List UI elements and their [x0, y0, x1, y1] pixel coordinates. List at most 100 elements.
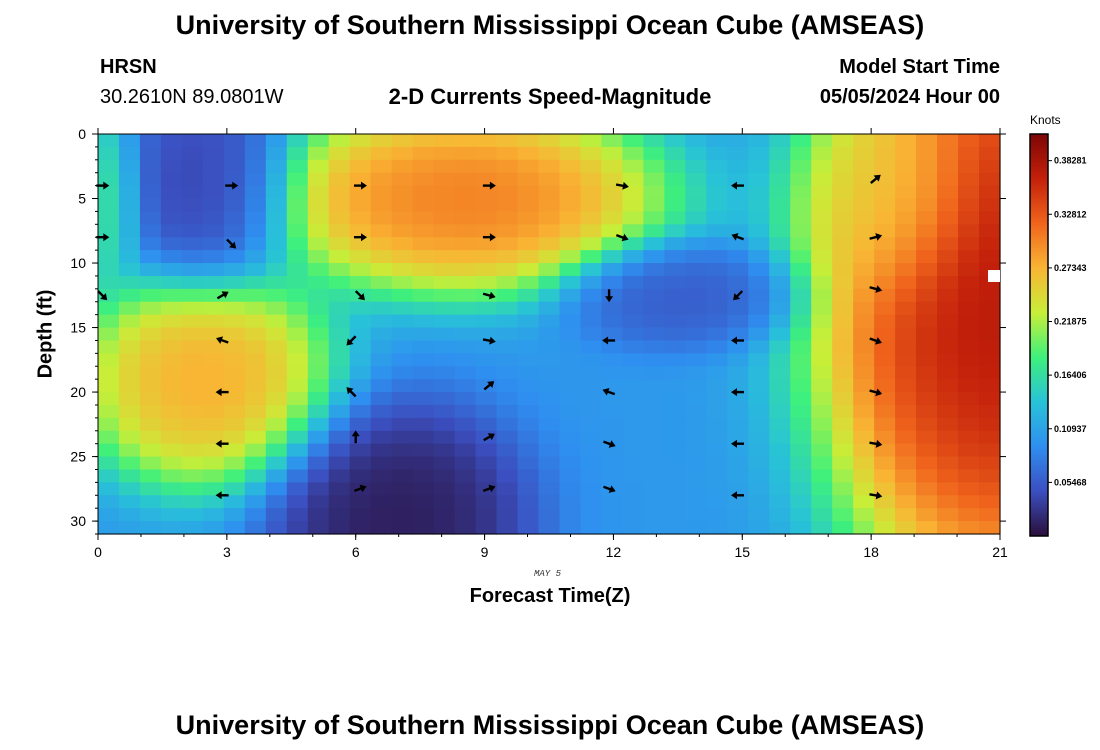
heat-cell [349, 379, 372, 393]
station-name: HRSN [100, 56, 157, 78]
heat-cell [265, 417, 288, 432]
heat-cell [580, 224, 603, 238]
heat-cell [706, 521, 728, 535]
heat-cell [223, 404, 246, 419]
heat-cell [790, 314, 812, 329]
heat-cell [979, 314, 1001, 329]
heat-cell [811, 314, 833, 329]
heat-cell [412, 495, 435, 509]
current-vector [346, 335, 357, 346]
heat-cell [475, 301, 498, 316]
heat-cell [496, 392, 519, 406]
heat-cell [895, 340, 917, 354]
heat-cell [979, 495, 1001, 509]
current-marker [988, 270, 1000, 282]
heat-cell [622, 327, 644, 342]
heat-cell [937, 314, 959, 329]
heat-cell [139, 521, 162, 535]
heat-cell [517, 263, 540, 277]
heat-cell [559, 495, 582, 509]
heat-cell [790, 495, 812, 509]
heat-cell [244, 314, 267, 329]
heat-cell [265, 159, 288, 174]
heat-cell [601, 366, 624, 380]
heat-cell [412, 314, 435, 329]
heat-cell [328, 443, 351, 458]
heat-cell [685, 159, 707, 174]
heat-cell [265, 469, 288, 483]
current-vector [346, 387, 357, 398]
heat-cell [370, 327, 393, 342]
heat-cell [580, 146, 603, 161]
heat-cell [664, 469, 686, 483]
heat-cell [223, 263, 246, 277]
heat-cell [706, 404, 728, 419]
heat-cell [622, 224, 644, 238]
heat-cell [391, 340, 414, 354]
heat-cell [223, 340, 246, 354]
heat-cell [244, 521, 267, 535]
heat-cell [202, 134, 225, 148]
heat-cell [622, 469, 644, 483]
heat-cell [622, 288, 644, 303]
current-vector [731, 233, 745, 241]
heat-cell [685, 392, 707, 406]
heat-cell [622, 211, 644, 225]
heat-cell [328, 417, 351, 432]
heat-cell [391, 327, 414, 342]
heat-cell [223, 288, 246, 303]
heat-cell [769, 134, 791, 148]
heat-cell [286, 185, 309, 200]
heat-cell [853, 327, 875, 342]
heat-cell [370, 159, 393, 174]
heat-cell [244, 134, 267, 148]
heat-cell [202, 159, 225, 174]
heat-cell [139, 185, 162, 200]
heat-cell [370, 495, 393, 509]
heat-cell [790, 211, 812, 225]
heat-cell [958, 159, 980, 174]
heat-cell [202, 146, 225, 161]
heat-cell [328, 185, 351, 200]
heat-cell [496, 417, 519, 432]
heat-cell [98, 301, 120, 316]
heat-cell [727, 198, 749, 213]
heat-cell [433, 224, 456, 238]
heat-cell [265, 508, 288, 522]
heat-cell [391, 379, 414, 393]
heat-cell [265, 443, 288, 458]
heat-cell [769, 482, 791, 496]
heat-cell [181, 172, 204, 187]
heat-cell [160, 366, 183, 380]
heat-cell [139, 327, 162, 342]
heat-cell [727, 417, 749, 432]
heat-cell [937, 211, 959, 225]
heat-cell [979, 430, 1001, 445]
heat-cell [307, 146, 330, 161]
heat-cell [559, 146, 582, 161]
heat-cell [223, 198, 246, 213]
heat-cell [895, 301, 917, 316]
heat-cell [160, 146, 183, 161]
heat-cell [601, 146, 624, 161]
heat-cell [832, 508, 854, 522]
heat-cell [517, 198, 540, 213]
heat-cell [139, 301, 162, 316]
heat-cell [496, 224, 519, 238]
heat-cell [895, 469, 917, 483]
heat-cell [790, 508, 812, 522]
heat-cell [244, 340, 267, 354]
heat-cell [727, 250, 749, 264]
heat-cell [454, 456, 477, 471]
heat-cell [685, 366, 707, 380]
heat-cell [181, 146, 204, 161]
heat-cell [685, 237, 707, 251]
heat-cell [937, 185, 959, 200]
heat-cell [601, 159, 624, 174]
heat-cell [265, 430, 288, 445]
heat-cell [244, 508, 267, 522]
heat-cell [328, 340, 351, 354]
heat-cell [916, 288, 938, 303]
heat-cell [517, 185, 540, 200]
heat-cell [475, 469, 498, 483]
